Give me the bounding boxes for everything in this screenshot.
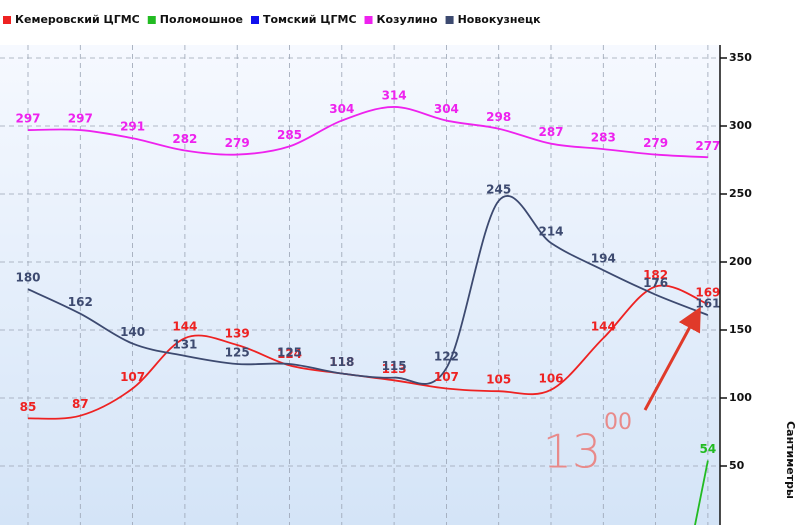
data-label: 85 xyxy=(20,400,37,414)
data-label: 304 xyxy=(329,102,354,116)
data-label: 287 xyxy=(538,125,563,139)
data-label: 162 xyxy=(68,295,93,309)
annotation: 13 xyxy=(543,425,602,479)
data-label: 282 xyxy=(172,132,197,146)
legend-label: Козулино xyxy=(377,13,438,26)
y-tick-label: 100 xyxy=(729,391,752,404)
data-label: 304 xyxy=(434,102,459,116)
data-label: 279 xyxy=(225,136,250,150)
y-axis-label: Сантиметры xyxy=(784,421,797,499)
legend-swatch xyxy=(364,16,373,24)
data-label: 277 xyxy=(695,139,720,153)
y-tick-label: 300 xyxy=(729,119,752,132)
data-label: 298 xyxy=(486,110,511,124)
y-tick-label: 150 xyxy=(729,323,752,336)
data-label: 118 xyxy=(329,355,354,369)
series-line xyxy=(27,195,709,385)
data-label: 118 xyxy=(329,355,354,369)
legend-label: Новокузнецк xyxy=(458,13,542,26)
y-tick-label: 200 xyxy=(729,255,752,268)
data-label: 107 xyxy=(120,370,145,384)
data-label: 214 xyxy=(538,224,563,238)
data-label: 140 xyxy=(120,325,145,339)
series-line xyxy=(27,106,708,159)
data-label: 122 xyxy=(434,350,459,364)
data-label: 297 xyxy=(15,112,40,126)
y-tick-label: 350 xyxy=(729,51,752,64)
legend-swatch xyxy=(147,16,156,24)
y-tick-label: 50 xyxy=(729,459,745,472)
data-label: 105 xyxy=(486,373,511,387)
legend-swatch xyxy=(445,16,454,24)
data-label: 139 xyxy=(225,326,250,340)
legend-label: Томский ЦГМС xyxy=(263,13,357,26)
annotation: 00 xyxy=(604,410,632,435)
legend-label: Кемеровский ЦГМС xyxy=(15,13,140,26)
data-label: 291 xyxy=(120,120,145,134)
data-label: 182 xyxy=(643,268,668,282)
data-label: 297 xyxy=(68,112,93,126)
annotation-arrow xyxy=(643,306,701,411)
data-label: 54 xyxy=(700,442,717,456)
data-label: 87 xyxy=(72,397,89,411)
plot-area xyxy=(0,45,720,525)
data-label: 125 xyxy=(277,346,302,360)
legend-swatch xyxy=(251,16,259,24)
data-label: 169 xyxy=(695,286,720,300)
data-label: 113 xyxy=(382,362,407,376)
data-label: 279 xyxy=(643,136,668,150)
data-label: 131 xyxy=(172,337,197,351)
data-label: 125 xyxy=(225,346,250,360)
data-label: 285 xyxy=(277,128,302,142)
legend-label: Поломошное xyxy=(160,13,243,26)
data-label: 106 xyxy=(538,371,563,385)
y-tick-label: 250 xyxy=(729,187,752,200)
data-label: 283 xyxy=(591,131,616,145)
data-label: 314 xyxy=(382,88,407,102)
data-label: 115 xyxy=(382,359,407,373)
data-label: 144 xyxy=(172,320,197,334)
data-label: 124 xyxy=(277,347,302,361)
series-line xyxy=(694,460,709,525)
data-label: 161 xyxy=(695,297,720,311)
data-label: 245 xyxy=(486,182,511,196)
data-label: 180 xyxy=(15,271,40,285)
data-label: 107 xyxy=(434,370,459,384)
legend-swatch xyxy=(3,16,11,24)
data-label: 144 xyxy=(591,320,616,334)
data-label: 194 xyxy=(591,252,616,266)
data-label: 176 xyxy=(643,276,668,290)
